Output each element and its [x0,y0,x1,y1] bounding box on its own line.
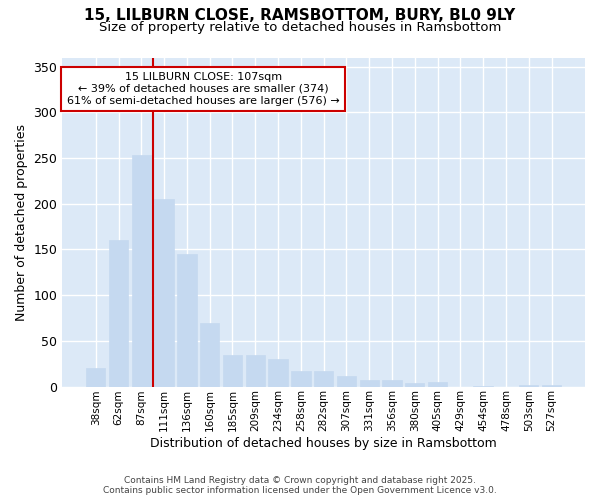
Bar [359,380,379,386]
Bar [382,380,402,386]
X-axis label: Distribution of detached houses by size in Ramsbottom: Distribution of detached houses by size … [150,437,497,450]
Bar [131,156,151,386]
Y-axis label: Number of detached properties: Number of detached properties [15,124,28,320]
Text: 15, LILBURN CLOSE, RAMSBOTTOM, BURY, BL0 9LY: 15, LILBURN CLOSE, RAMSBOTTOM, BURY, BL0… [85,8,515,22]
Bar [405,383,424,386]
Bar [154,199,174,386]
Bar [428,382,447,386]
Bar [542,384,561,386]
Bar [200,324,220,386]
Bar [337,376,356,386]
Bar [223,356,242,386]
Bar [519,384,538,386]
Bar [291,371,311,386]
Bar [86,368,106,386]
Bar [177,254,197,386]
Bar [314,371,334,386]
Text: Contains HM Land Registry data © Crown copyright and database right 2025.
Contai: Contains HM Land Registry data © Crown c… [103,476,497,495]
Text: Size of property relative to detached houses in Ramsbottom: Size of property relative to detached ho… [99,21,501,34]
Text: 15 LILBURN CLOSE: 107sqm
← 39% of detached houses are smaller (374)
61% of semi-: 15 LILBURN CLOSE: 107sqm ← 39% of detach… [67,72,340,106]
Bar [245,356,265,386]
Bar [268,359,288,386]
Bar [109,240,128,386]
